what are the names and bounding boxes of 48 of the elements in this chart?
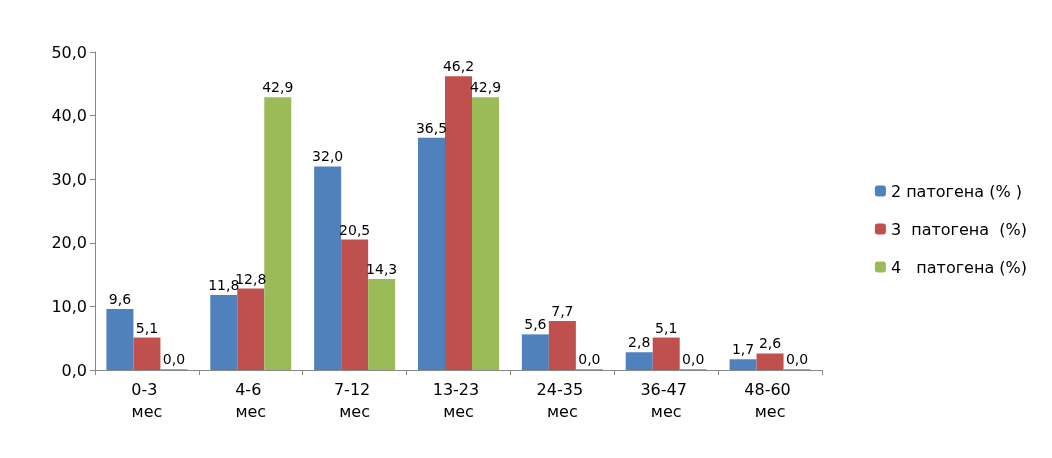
bar	[264, 97, 292, 370]
bar	[652, 337, 680, 370]
x-tick-label: 7-12 мес	[333, 379, 376, 421]
data-label: 5,6	[524, 316, 547, 333]
bar	[729, 359, 757, 370]
y-tick-label: 40,0	[51, 106, 87, 126]
y-tick-label: 30,0	[51, 169, 87, 189]
legend-label: 2 патогена (% )	[890, 181, 1022, 201]
data-label: 2,8	[628, 334, 651, 351]
y-tick-label: 0,0	[61, 360, 87, 380]
bar	[625, 352, 653, 370]
bar	[133, 337, 161, 370]
data-label: 46,2	[442, 58, 475, 75]
bar	[341, 239, 369, 370]
data-label: 42,9	[262, 79, 294, 96]
x-tick-label: 13-23 мес	[432, 379, 485, 421]
data-label: 5,1	[655, 319, 678, 336]
data-label: 7,7	[551, 303, 574, 320]
bar	[472, 97, 499, 370]
y-tick-label: 50,0	[51, 42, 87, 62]
y-tick-label: 10,0	[51, 296, 87, 316]
legend-label: 4 патогена (%)	[890, 257, 1028, 277]
y-tick-label: 20,0	[51, 233, 87, 253]
data-label: 2,6	[758, 335, 782, 352]
x-tick-label: 36-47 мес	[640, 379, 692, 421]
data-label: 5,1	[135, 319, 159, 336]
bar	[548, 321, 576, 370]
data-label: 0,0	[162, 351, 186, 367]
bar	[106, 308, 134, 370]
x-tick-label: 4-6 мес	[235, 379, 267, 421]
x-tick-label: 0-3 мес	[131, 379, 163, 421]
data-label: 9,6	[108, 290, 132, 307]
legend-label: 3 патогена (%)	[890, 219, 1028, 239]
data-label: 0,0	[578, 351, 601, 367]
data-label: 0,0	[682, 351, 705, 367]
bar	[418, 137, 445, 370]
bar	[756, 353, 784, 370]
bar	[314, 166, 342, 370]
bar	[210, 294, 238, 370]
data-label: 1,7	[731, 341, 755, 358]
x-tick-label: 24-35 мес	[536, 379, 589, 421]
bar	[368, 279, 396, 370]
data-label: 32,0	[312, 148, 344, 165]
bar	[445, 76, 472, 370]
x-tick-label: 48-60 мес	[744, 379, 796, 421]
bar	[237, 288, 265, 370]
bar	[521, 334, 549, 370]
data-label: 0,0	[785, 351, 809, 367]
